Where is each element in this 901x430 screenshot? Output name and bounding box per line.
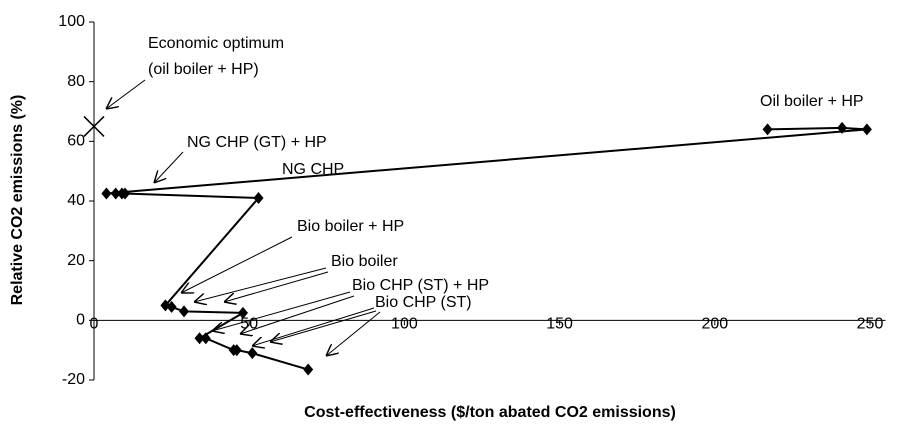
annotation: Bio CHP (ST) + HP (352, 277, 489, 294)
annotation: Bio boiler (331, 253, 398, 270)
x-tick-label: 0 (90, 316, 99, 333)
annotation: Bio boiler + HP (297, 218, 404, 235)
annotation-arrows (106, 79, 381, 356)
point (194, 332, 205, 345)
annotation: Bio CHP (ST) (375, 294, 472, 311)
point (200, 332, 211, 345)
x-tick-label: 50 (240, 316, 258, 333)
point (110, 187, 121, 200)
y-tick-label: 0 (76, 312, 85, 329)
x-tick-label: 150 (546, 316, 573, 333)
annotation: Oil boiler + HP (760, 93, 864, 110)
y-tick-label: 20 (67, 252, 85, 269)
point (120, 187, 131, 200)
y-tick-label: 80 (67, 73, 85, 90)
point (101, 187, 112, 200)
line (106, 126, 867, 371)
x-tick-label: 100 (391, 316, 418, 333)
y-tick-label: -20 (62, 371, 85, 388)
annotation: Economic optimum (148, 35, 284, 52)
annotation: NG CHP (GT) + HP (187, 134, 327, 151)
point (861, 123, 872, 136)
annotation: (oil boiler + HP) (148, 61, 259, 78)
x-tick-label: 250 (857, 316, 884, 333)
y-tick-label: 40 (67, 192, 85, 209)
y-tick-label: 60 (67, 133, 85, 150)
y-tick-label: 100 (58, 13, 85, 30)
x-tick-label: 200 (701, 316, 728, 333)
point (253, 192, 264, 205)
x-axis-title: Cost-effectiveness ($/ton abated CO2 emi… (304, 404, 676, 421)
point (303, 363, 314, 376)
optimum-marker (83, 115, 105, 137)
point (237, 306, 248, 319)
point (762, 123, 773, 136)
point (179, 305, 190, 318)
point (166, 300, 177, 313)
point (837, 121, 848, 134)
y-axis-title: Relative CO2 emissions (%) (9, 95, 26, 306)
point (231, 344, 242, 357)
point (247, 347, 258, 360)
